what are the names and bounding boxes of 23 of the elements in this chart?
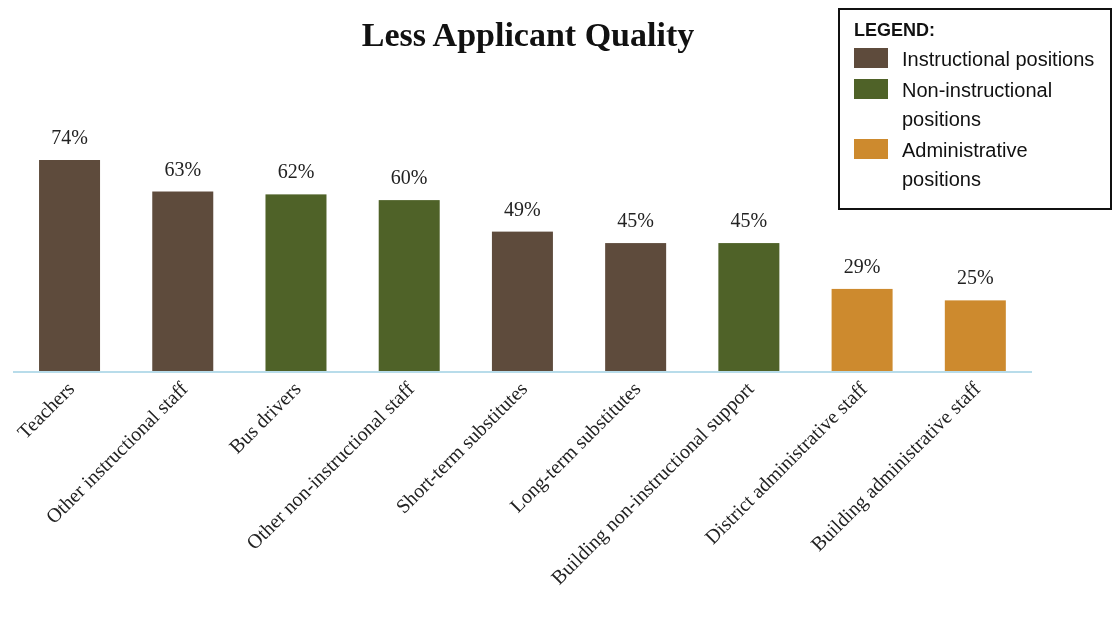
data-label: 49%: [504, 197, 541, 220]
data-label: 29%: [843, 254, 881, 277]
legend-label: Instructional positions: [902, 47, 1095, 72]
data-label: 60%: [390, 166, 428, 189]
legend-label: Non-instructional positions: [902, 78, 1054, 132]
bar: [491, 231, 553, 372]
chart-title: Less Applicant Quality: [361, 16, 695, 53]
bar: [265, 194, 327, 372]
legend-label: Administrative positions: [902, 138, 1029, 192]
legend-title: LEGEND:: [854, 20, 936, 41]
data-label: 25%: [956, 266, 994, 289]
bar: [605, 243, 667, 372]
bar: [944, 300, 1006, 372]
bar: [378, 200, 440, 372]
data-label: 62%: [277, 160, 315, 183]
bar: [39, 160, 101, 372]
data-label: 74%: [51, 126, 88, 148]
data-label: 63%: [164, 157, 202, 180]
data-label: 45%: [730, 209, 768, 232]
bar: [152, 191, 214, 372]
bar: [718, 243, 780, 372]
data-label: 45%: [617, 209, 654, 232]
bar: [831, 288, 893, 372]
